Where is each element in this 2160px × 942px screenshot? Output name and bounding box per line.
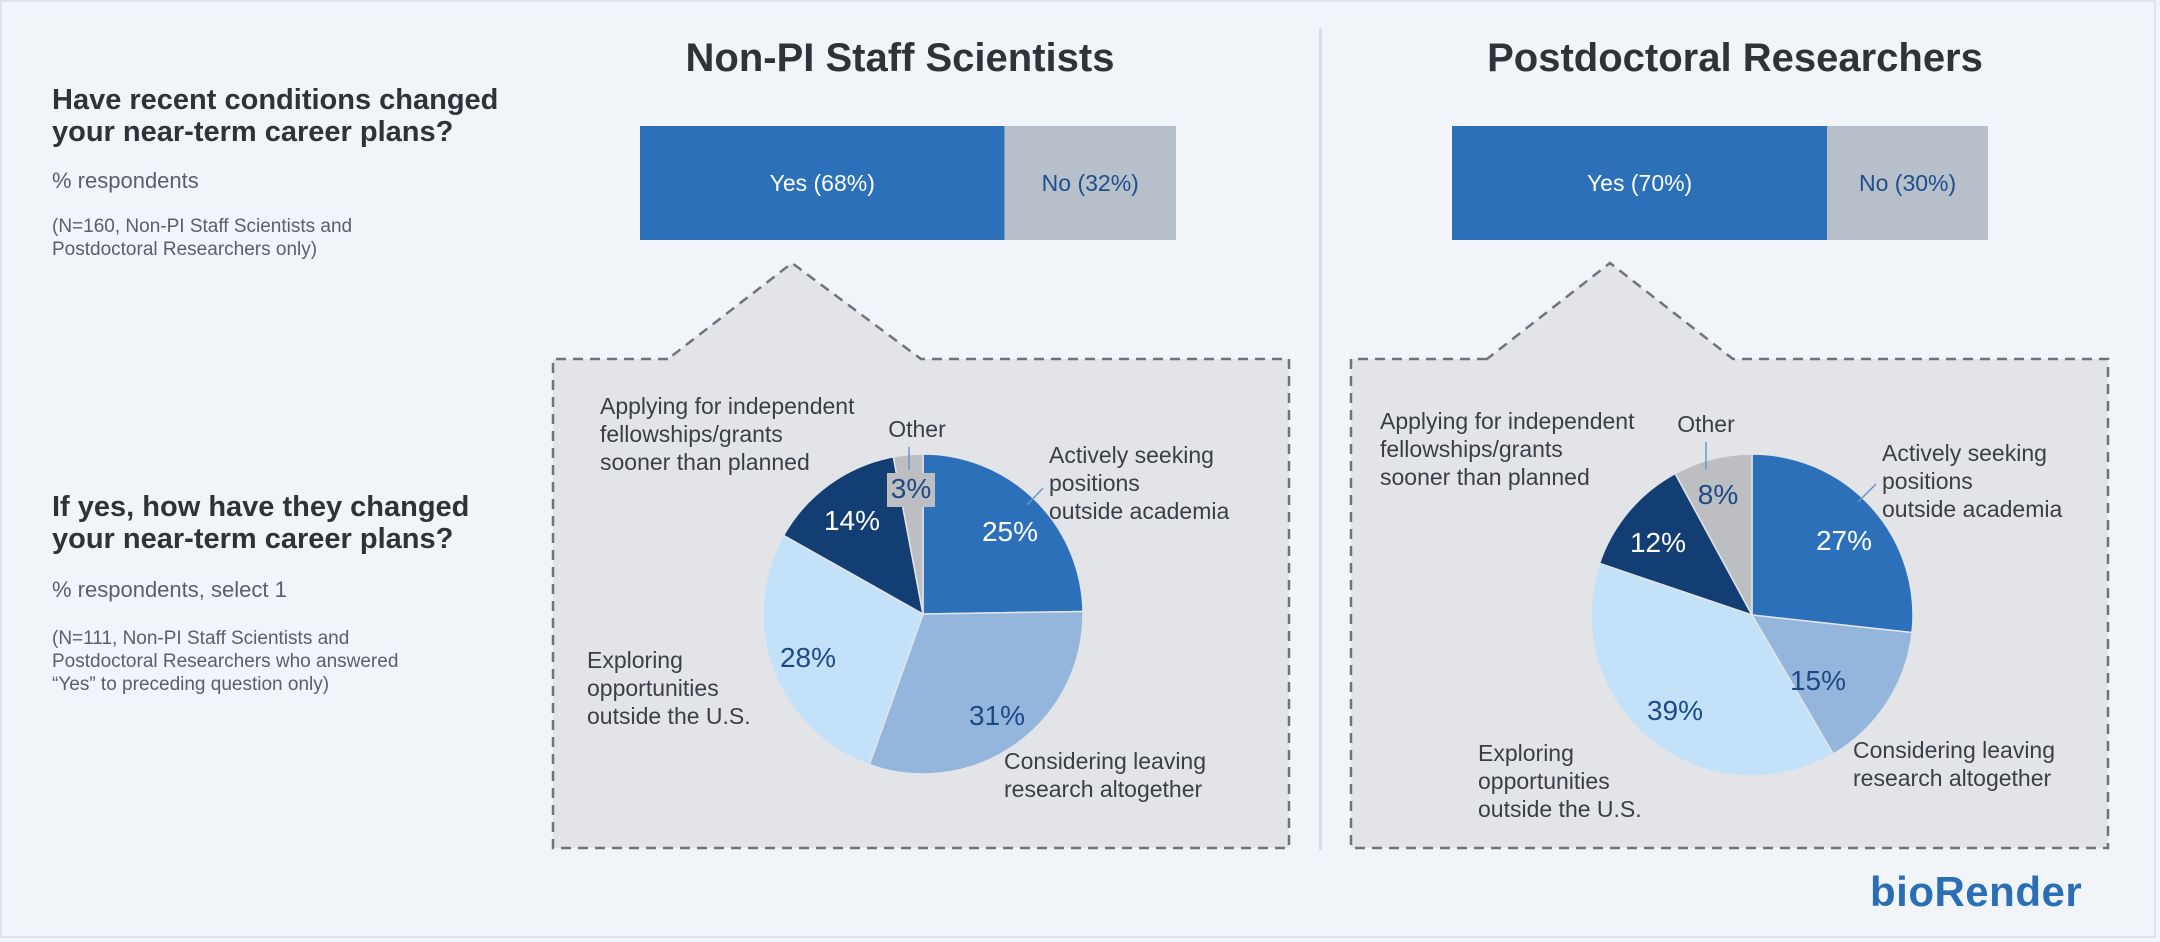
staff-bar-label-no: No (32%) [1042,170,1139,196]
postdoc-bar-yes [1452,126,1828,240]
postdoc-label-exploring-line3: outside the U.S. [1478,796,1642,822]
staff-bar-no [1004,126,1176,240]
staff-label-exploring-line2: opportunities [587,675,719,701]
q2-subtitle: % respondents, select 1 [52,577,287,602]
postdoc-label-other-line1: Other [1677,411,1735,437]
staff-label-leaving-line2: research altogether [1004,776,1203,802]
q2-title-line1: If yes, how have they changed [52,491,470,523]
q2-title: If yes, how have they changed your near-… [52,491,572,555]
postdoc-label-exploring-line1: Exploring [1478,740,1574,766]
staff-label-seeking-line3: outside academia [1049,498,1229,524]
staff-leader-seeking [1026,487,1044,506]
postdoc-label-leaving-line1: Considering leaving [1853,737,2055,763]
biorender-logo: bioRender [1870,868,2083,915]
panel-divider [1319,28,1322,850]
postdoc-callout-notch-fill [1487,263,1733,359]
staff-label-exploring-line1: Exploring [587,647,683,673]
postdoc-label-applying-line3: sooner than planned [1380,464,1590,490]
staff-label-leaving-line1: Considering leaving [1004,748,1206,774]
postdoc-label-seeking-line2: positions [1882,468,1973,494]
postdoc-pie-value-leaving: 15% [1790,665,1846,696]
q2-note: (N=111, Non-PI Staff Scientists and Post… [52,627,492,696]
postdoc-pie-value-seeking: 27% [1816,525,1872,556]
postdoc-leader-seeking [1857,483,1877,503]
staff-pie-value-leaving: 31% [969,700,1025,731]
q2-note-line1: (N=111, Non-PI Staff Scientists and [52,628,350,649]
staff-pie-value-exploring: 28% [780,642,836,673]
postdoc-label-applying-line1: Applying for independent [1380,408,1635,434]
q1-title: Have recent conditions changed your near… [52,84,572,148]
staff-label-exploring-line3: outside the U.S. [587,703,751,729]
postdoc-bar-label-no: No (30%) [1859,170,1956,196]
postdoc-label-exploring-line2: opportunities [1478,768,1610,794]
staff-label-applying-line3: sooner than planned [600,449,810,475]
q1-subtitle: % respondents [52,168,199,193]
postdoc-pie-slice-leaving [1750,614,1913,756]
staff-label-applying-line2: fellowships/grants [600,421,783,447]
staff-other-value-bg [887,473,935,507]
postdoc-pie-value-applying: 12% [1630,527,1686,558]
staff-label-seeking-line2: positions [1049,470,1140,496]
staff-label-other-line1: Other [888,416,946,442]
staff-pie-slice-leaving [868,610,1084,775]
staff-bar-yes [640,126,1005,240]
staff-pie-value-seeking: 25% [982,516,1038,547]
staff-pie-slice-seeking [922,453,1084,615]
postdoc-label-seeking-line1: Actively seeking [1882,440,2047,466]
q1-note: (N=160, Non-PI Staff Scientists and Post… [52,215,492,261]
postdoc-pie-slice-applying [1598,472,1754,617]
q1-note-line2: Postdoctoral Researchers only) [52,239,318,260]
postdoc-pie-slice-other [1674,453,1753,616]
staff-callout-outline [551,261,1291,850]
q1-note-line1: (N=160, Non-PI Staff Scientists and [52,216,353,237]
q2-title-line2: your near-term career plans? [52,523,454,555]
postdoc-label-seeking-line3: outside academia [1882,496,2062,522]
postdoc-bar-no [1827,126,1988,240]
postdoc-pie-value-exploring: 39% [1647,695,1703,726]
panel-title-staff: Non-PI Staff Scientists [685,36,1115,80]
staff-label-seeking-line1: Actively seeking [1049,442,1214,468]
postdoc-label-applying-line2: fellowships/grants [1380,436,1563,462]
staff-label-applying-line1: Applying for independent [600,393,855,419]
q2-note-line2: Postdoctoral Researchers who answered [52,651,399,672]
postdoc-pie-slice-seeking [1751,453,1914,634]
staff-callout-notch-fill [668,263,921,359]
postdoc-pie-slice-exploring [1590,562,1835,777]
postdoc-bar-label-yes: Yes (70%) [1587,170,1692,196]
q1-title-line1: Have recent conditions changed [52,84,499,116]
staff-pie-value-applying: 14% [824,505,880,536]
staff-pie-value-other: 3% [891,473,931,504]
panel-title-postdoc: Postdoctoral Researchers [1487,36,1983,80]
postdoc-pie-value-other: 8% [1698,479,1738,510]
postdoc-label-leaving-line2: research altogether [1853,765,2052,791]
q1-title-line2: your near-term career plans? [52,116,454,148]
q2-note-line3: “Yes” to preceding question only) [52,674,330,695]
staff-bar-label-yes: Yes (68%) [770,170,875,196]
staff-pie-slice-exploring [762,534,924,766]
